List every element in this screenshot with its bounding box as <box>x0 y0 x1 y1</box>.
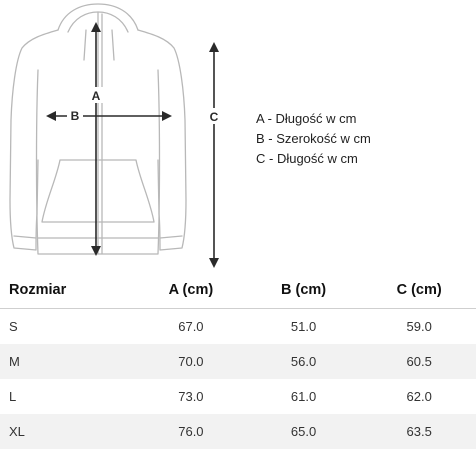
hoodie-diagram: A B C <box>9 3 222 268</box>
cell-c: 62.0 <box>406 389 432 404</box>
header-b: B (cm) <box>244 272 363 309</box>
cell-size: S <box>9 319 18 334</box>
dimension-a: A <box>88 22 104 256</box>
cell-b: 61.0 <box>290 389 317 404</box>
header-c: C (cm) <box>362 272 476 309</box>
marker-c: C <box>210 110 219 124</box>
dimension-legend: A - Długość w cm B - Szerokość w cm C - … <box>256 109 371 169</box>
dimension-b: B <box>46 109 172 123</box>
cell-size: M <box>0 344 137 379</box>
cell-size: L <box>9 389 17 404</box>
table-row: L 73.0 61.0 62.0 <box>0 379 476 414</box>
table-row: M 70.0 56.0 60.5 <box>0 344 476 379</box>
cell-a: 73.0 <box>178 389 204 404</box>
cell-b: 65.0 <box>244 414 363 449</box>
dimension-c: C <box>206 42 222 268</box>
cell-b: 56.0 <box>244 344 363 379</box>
hoodie-outline <box>9 3 187 255</box>
marker-a: A <box>92 89 101 103</box>
marker-b: B <box>71 109 80 123</box>
size-figure: A B C A - Długość w cm B - Szerokość w c… <box>9 3 371 268</box>
header-a: A (cm) <box>136 272 245 309</box>
size-table: Rozmiar A (cm) B (cm) C (cm) S 67.0 51.0… <box>0 272 476 449</box>
header-size: Rozmiar <box>0 272 137 309</box>
table-row: XL 76.0 65.0 63.5 <box>0 414 476 449</box>
cell-size: XL <box>0 414 137 449</box>
cell-a: 70.0 <box>136 344 245 379</box>
cell-a: 76.0 <box>136 414 245 449</box>
legend-item-a: A - Długość w cm <box>256 111 357 126</box>
table-row: S 67.0 51.0 59.0 <box>0 309 476 345</box>
legend-item-b: B - Szerokość w cm <box>256 131 371 146</box>
cell-c: 59.0 <box>406 319 432 334</box>
cell-c: 60.5 <box>362 344 476 379</box>
cell-b: 51.0 <box>290 319 317 334</box>
cell-c: 63.5 <box>362 414 476 449</box>
legend-item-c: C - Długość w cm <box>256 151 358 166</box>
table-header-row: Rozmiar A (cm) B (cm) C (cm) <box>0 272 476 309</box>
cell-a: 67.0 <box>178 319 204 334</box>
